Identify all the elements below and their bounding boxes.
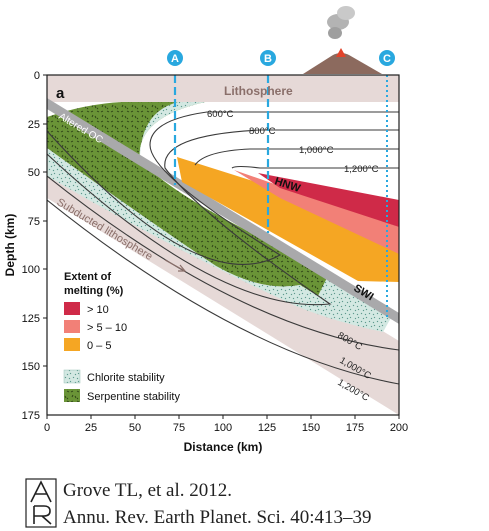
svg-text:A: A <box>171 53 179 65</box>
x-tick-75: 75 <box>173 422 185 434</box>
serpentine-pattern-icon <box>64 389 80 402</box>
x-tick-0: 0 <box>44 422 50 434</box>
legend-label-chlorite: Chlorite stability <box>87 372 165 384</box>
isotherm-label-600: 600°C <box>207 109 234 120</box>
svg-text:B: B <box>264 53 272 65</box>
altered-oc-band <box>47 98 399 324</box>
legend-label-serpentine: Serpentine stability <box>87 391 180 403</box>
legend-label-0-5: 0 – 5 <box>87 340 111 352</box>
x-tick-50: 50 <box>129 422 141 434</box>
isotherm-lines <box>47 111 399 385</box>
x-tick-200: 200 <box>390 422 408 434</box>
melting-5-10-region <box>234 170 399 254</box>
y-axis-title: Depth (km) <box>3 214 17 277</box>
subduction-arrow-icon <box>164 259 187 272</box>
citation-authors: Grove TL, et al. 2012. <box>63 480 233 501</box>
legend-label-5-10: > 5 – 10 <box>87 322 127 334</box>
lithosphere-label: Lithosphere <box>224 84 293 98</box>
isotherm-label-1200: 1,200°C <box>344 164 379 175</box>
melting-legend: Extent of melting (%) > 10 > 5 – 10 0 – … <box>63 271 180 403</box>
melting-0-5-region <box>177 157 399 282</box>
legend-swatch-5-10 <box>64 320 80 333</box>
axis-ticks <box>43 74 400 419</box>
profile-marker-a: A <box>167 50 183 66</box>
x-axis-title: Distance (km) <box>184 440 263 454</box>
isotherm-label-1000: 1,000°C <box>299 145 334 156</box>
melting-over-10-region <box>258 173 399 227</box>
profile-marker-c: C <box>379 50 395 66</box>
citation-block: Grove TL, et al. 2012. Annu. Rev. Earth … <box>25 478 485 528</box>
x-tick-100: 100 <box>214 422 232 434</box>
x-tick-150: 150 <box>302 422 320 434</box>
profile-marker-b: B <box>260 50 276 66</box>
legend-label-over-10: > 10 <box>87 304 109 316</box>
chlorite-wedge-region <box>139 102 205 160</box>
legend-title-line1: Extent of <box>64 271 111 283</box>
y-tick-175: 175 <box>22 410 40 422</box>
x-tick-25: 25 <box>85 422 97 434</box>
y-tick-125: 125 <box>22 313 40 325</box>
y-tick-75: 75 <box>28 216 40 228</box>
legend-title-line2: melting (%) <box>64 285 124 297</box>
legend-swatch-over-10 <box>64 302 80 315</box>
chlorite-pattern-icon <box>63 369 81 384</box>
y-tick-150: 150 <box>22 361 40 373</box>
annual-reviews-logo-icon <box>25 478 57 528</box>
y-tick-25: 25 <box>28 119 40 131</box>
panel-label: a <box>56 85 65 102</box>
volcano-icon <box>303 6 382 74</box>
x-tick-125: 125 <box>258 422 276 434</box>
citation-journal: Annu. Rev. Earth Planet. Sci. 40:413–39 <box>63 507 372 528</box>
legend-swatch-0-5 <box>64 338 80 351</box>
y-tick-50: 50 <box>28 167 40 179</box>
lithosphere-layer <box>47 75 399 102</box>
y-tick-100: 100 <box>22 264 40 276</box>
chlorite-stability-region <box>47 148 392 332</box>
y-tick-0: 0 <box>34 70 40 82</box>
isotherm-label-800: 800°C <box>249 126 276 137</box>
x-tick-175: 175 <box>346 422 364 434</box>
svg-text:C: C <box>383 53 391 65</box>
